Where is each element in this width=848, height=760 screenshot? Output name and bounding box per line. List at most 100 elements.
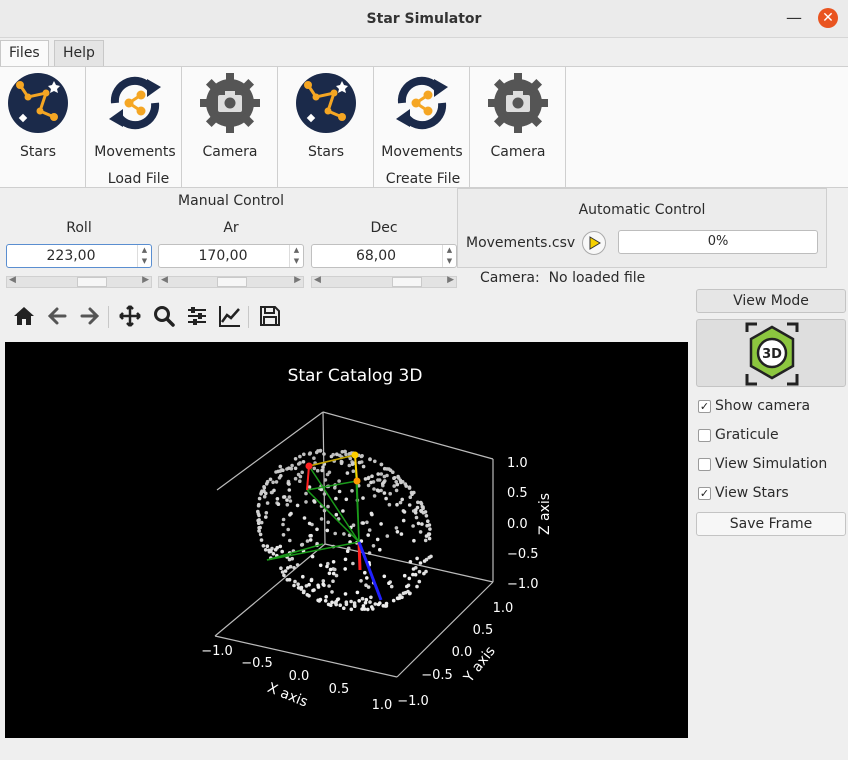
edit-axis-button[interactable] (216, 302, 244, 330)
gear-camera-icon (200, 73, 260, 133)
camera-frustum-line (308, 465, 360, 543)
camera-frustum-line (356, 480, 360, 543)
chevron-down-icon[interactable]: ▼ (141, 257, 148, 265)
back-button[interactable] (43, 302, 71, 330)
chevron-down-icon[interactable]: ▼ (293, 257, 300, 265)
star-point (420, 522, 424, 526)
dec-spinbox[interactable]: 68,00 ▲ ▼ (311, 244, 457, 268)
star-point (304, 491, 308, 496)
tab-help[interactable]: Help (54, 40, 104, 66)
star-point (349, 607, 354, 612)
zoom-button[interactable] (150, 302, 178, 330)
scroll-left-icon[interactable]: ◀ (314, 275, 321, 285)
star-point (364, 583, 368, 587)
chevron-down-icon[interactable]: ▼ (446, 257, 453, 265)
plot-canvas[interactable]: Star Catalog 3D −1.0 −0.5 0.0 0.5 1.0 X … (5, 342, 688, 738)
ribbon-divider (469, 67, 470, 187)
star-point (333, 531, 338, 536)
load-camera-label: Camera (202, 144, 258, 160)
star-point (327, 584, 331, 588)
view-mode-toggle[interactable]: 3D (696, 319, 846, 387)
create-movements-button[interactable]: Movements (377, 67, 467, 167)
star-point (262, 485, 267, 490)
pan-button[interactable] (116, 302, 144, 330)
close-button[interactable]: ✕ (818, 8, 838, 28)
load-movements-button[interactable]: Movements (90, 67, 180, 167)
play-button[interactable] (582, 231, 606, 255)
star-point (293, 579, 297, 584)
save-figure-button[interactable] (256, 302, 284, 330)
create-camera-button[interactable]: Camera (473, 67, 563, 167)
star-point (307, 485, 312, 489)
scroll-right-icon[interactable]: ▶ (447, 275, 454, 285)
show-camera-box[interactable]: ✓ (698, 400, 711, 413)
minimize-button[interactable]: — (786, 8, 802, 27)
x-tick-label: −0.5 (241, 656, 273, 671)
star-point (298, 479, 302, 483)
star-point (349, 599, 353, 604)
star-point (372, 487, 376, 491)
forward-button[interactable] (76, 302, 104, 330)
star-point (287, 577, 292, 582)
star-catalog-plot[interactable]: Star Catalog 3D −1.0 −0.5 0.0 0.5 1.0 X … (5, 342, 688, 738)
star-point (279, 474, 283, 478)
star-point (271, 552, 276, 556)
roll-slider[interactable]: ◀ ▶ (6, 275, 152, 288)
dec-slider[interactable]: ◀ ▶ (311, 275, 457, 288)
slider-thumb[interactable] (77, 277, 107, 287)
star-point (335, 597, 340, 602)
scroll-left-icon[interactable]: ◀ (161, 275, 168, 285)
view-mode-3d-text: 3D (762, 347, 782, 362)
home-button[interactable] (10, 302, 38, 330)
star-point (316, 583, 320, 588)
y-tick-label: 1.0 (493, 601, 514, 616)
view-stars-box[interactable]: ✓ (698, 487, 711, 500)
graticule-box[interactable] (698, 429, 711, 442)
slider-thumb[interactable] (217, 277, 247, 287)
star-point (366, 585, 371, 589)
star-point (340, 450, 345, 454)
star-point (312, 500, 317, 504)
tab-files[interactable]: Files (0, 40, 49, 67)
star-point (334, 496, 338, 501)
dec-stepper[interactable]: ▲ ▼ (442, 245, 456, 267)
star-point (363, 601, 368, 605)
star-point (395, 502, 399, 507)
dec-label: Dec (370, 220, 398, 236)
view-mode-button[interactable]: View Mode (696, 289, 846, 313)
star-point (269, 490, 274, 495)
view-simulation-label: View Simulation (715, 456, 828, 472)
create-stars-button[interactable]: Stars (281, 67, 371, 167)
chevron-up-icon[interactable]: ▲ (446, 246, 453, 254)
star-point (281, 522, 285, 527)
star-point (360, 596, 365, 601)
scroll-right-icon[interactable]: ▶ (142, 275, 149, 285)
view-simulation-box[interactable] (698, 458, 711, 471)
star-point (346, 546, 351, 551)
load-stars-button[interactable]: Stars (0, 67, 83, 167)
roll-stepper[interactable]: ▲ ▼ (137, 245, 151, 267)
ar-slider[interactable]: ◀ ▶ (158, 275, 304, 288)
ar-stepper[interactable]: ▲ ▼ (289, 245, 303, 267)
save-frame-button[interactable]: Save Frame (696, 512, 846, 536)
star-point (264, 511, 269, 515)
star-point (376, 489, 381, 493)
star-point (309, 578, 314, 583)
star-point (363, 570, 367, 575)
star-point (344, 497, 349, 502)
scroll-right-icon[interactable]: ▶ (294, 275, 301, 285)
slider-thumb[interactable] (392, 277, 422, 287)
roll-spinbox[interactable]: 223,00 ▲ ▼ (6, 244, 152, 268)
ribbon-divider (277, 67, 278, 187)
configure-subplots-button[interactable] (183, 302, 211, 330)
star-point (283, 569, 288, 573)
chevron-up-icon[interactable]: ▲ (293, 246, 300, 254)
star-point (274, 480, 279, 484)
load-camera-button[interactable]: Camera (185, 67, 275, 167)
scroll-left-icon[interactable]: ◀ (9, 275, 16, 285)
ar-spinbox[interactable]: 170,00 ▲ ▼ (158, 244, 304, 268)
chevron-up-icon[interactable]: ▲ (141, 246, 148, 254)
star-point (399, 532, 404, 536)
z-tick-label: 0.0 (507, 517, 528, 532)
ribbon-divider (565, 67, 566, 187)
